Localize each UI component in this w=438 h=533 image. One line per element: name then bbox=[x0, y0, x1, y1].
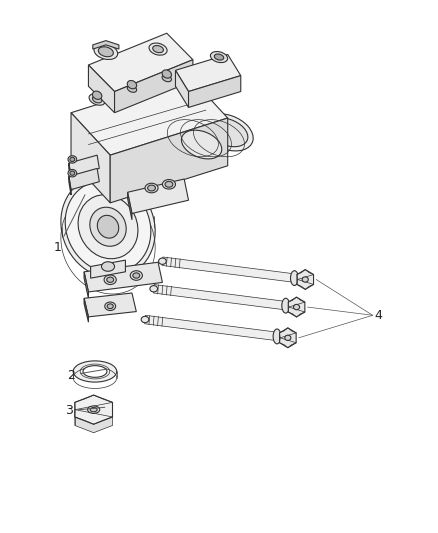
Polygon shape bbox=[71, 113, 110, 203]
Polygon shape bbox=[115, 60, 193, 113]
Ellipse shape bbox=[92, 96, 102, 103]
Ellipse shape bbox=[90, 408, 97, 412]
Polygon shape bbox=[127, 179, 188, 214]
Ellipse shape bbox=[202, 114, 253, 151]
Ellipse shape bbox=[107, 304, 113, 309]
Ellipse shape bbox=[89, 94, 105, 105]
Ellipse shape bbox=[70, 171, 75, 175]
Ellipse shape bbox=[290, 271, 298, 286]
Polygon shape bbox=[69, 176, 71, 195]
Ellipse shape bbox=[102, 262, 115, 271]
Polygon shape bbox=[91, 260, 125, 278]
Ellipse shape bbox=[92, 91, 102, 99]
Polygon shape bbox=[127, 192, 132, 220]
Ellipse shape bbox=[159, 258, 166, 264]
Ellipse shape bbox=[78, 195, 138, 259]
Polygon shape bbox=[153, 285, 297, 311]
Ellipse shape bbox=[162, 75, 171, 82]
Ellipse shape bbox=[68, 169, 77, 177]
Ellipse shape bbox=[130, 271, 142, 280]
Ellipse shape bbox=[148, 185, 155, 191]
Ellipse shape bbox=[282, 298, 290, 313]
Text: 3: 3 bbox=[65, 404, 105, 417]
Ellipse shape bbox=[150, 286, 158, 292]
Ellipse shape bbox=[181, 130, 222, 159]
Polygon shape bbox=[84, 272, 88, 298]
Ellipse shape bbox=[83, 366, 107, 377]
Ellipse shape bbox=[285, 335, 291, 341]
Ellipse shape bbox=[98, 47, 113, 56]
Ellipse shape bbox=[124, 83, 140, 95]
Polygon shape bbox=[69, 155, 99, 176]
Polygon shape bbox=[71, 76, 228, 155]
Ellipse shape bbox=[210, 52, 228, 62]
Polygon shape bbox=[288, 297, 305, 317]
Ellipse shape bbox=[293, 304, 300, 310]
Ellipse shape bbox=[61, 175, 155, 278]
Ellipse shape bbox=[302, 277, 308, 282]
Text: 2: 2 bbox=[67, 369, 105, 382]
Ellipse shape bbox=[176, 126, 227, 163]
Ellipse shape bbox=[90, 207, 126, 246]
Ellipse shape bbox=[104, 275, 116, 285]
Polygon shape bbox=[93, 41, 119, 49]
Ellipse shape bbox=[127, 85, 137, 92]
Polygon shape bbox=[188, 76, 241, 108]
Ellipse shape bbox=[127, 80, 137, 89]
Ellipse shape bbox=[73, 361, 117, 382]
Polygon shape bbox=[279, 328, 296, 348]
Polygon shape bbox=[88, 65, 115, 113]
Ellipse shape bbox=[162, 180, 176, 189]
Polygon shape bbox=[162, 257, 306, 284]
Ellipse shape bbox=[97, 215, 119, 238]
Polygon shape bbox=[297, 270, 314, 289]
Text: 1: 1 bbox=[54, 195, 85, 254]
Polygon shape bbox=[84, 293, 136, 317]
Ellipse shape bbox=[208, 118, 248, 147]
Ellipse shape bbox=[273, 329, 281, 344]
Polygon shape bbox=[84, 262, 162, 292]
Ellipse shape bbox=[94, 44, 118, 60]
Ellipse shape bbox=[153, 45, 163, 53]
Polygon shape bbox=[176, 70, 188, 108]
Polygon shape bbox=[176, 54, 241, 92]
Polygon shape bbox=[110, 118, 228, 203]
Polygon shape bbox=[75, 403, 113, 433]
Ellipse shape bbox=[159, 72, 175, 84]
Polygon shape bbox=[180, 118, 228, 159]
Ellipse shape bbox=[65, 181, 151, 273]
Ellipse shape bbox=[149, 43, 167, 55]
Polygon shape bbox=[75, 395, 113, 424]
Ellipse shape bbox=[165, 181, 173, 187]
Text: 4: 4 bbox=[374, 309, 382, 322]
Polygon shape bbox=[84, 298, 88, 322]
Ellipse shape bbox=[70, 157, 75, 161]
Polygon shape bbox=[145, 316, 288, 342]
Ellipse shape bbox=[107, 277, 114, 282]
Ellipse shape bbox=[88, 406, 100, 414]
Ellipse shape bbox=[162, 70, 171, 78]
Polygon shape bbox=[69, 163, 71, 182]
Ellipse shape bbox=[133, 273, 140, 278]
Ellipse shape bbox=[141, 317, 149, 322]
Ellipse shape bbox=[214, 54, 224, 60]
Ellipse shape bbox=[68, 156, 77, 163]
Polygon shape bbox=[88, 33, 193, 92]
Polygon shape bbox=[69, 168, 99, 190]
Ellipse shape bbox=[105, 302, 116, 311]
Ellipse shape bbox=[145, 183, 158, 193]
